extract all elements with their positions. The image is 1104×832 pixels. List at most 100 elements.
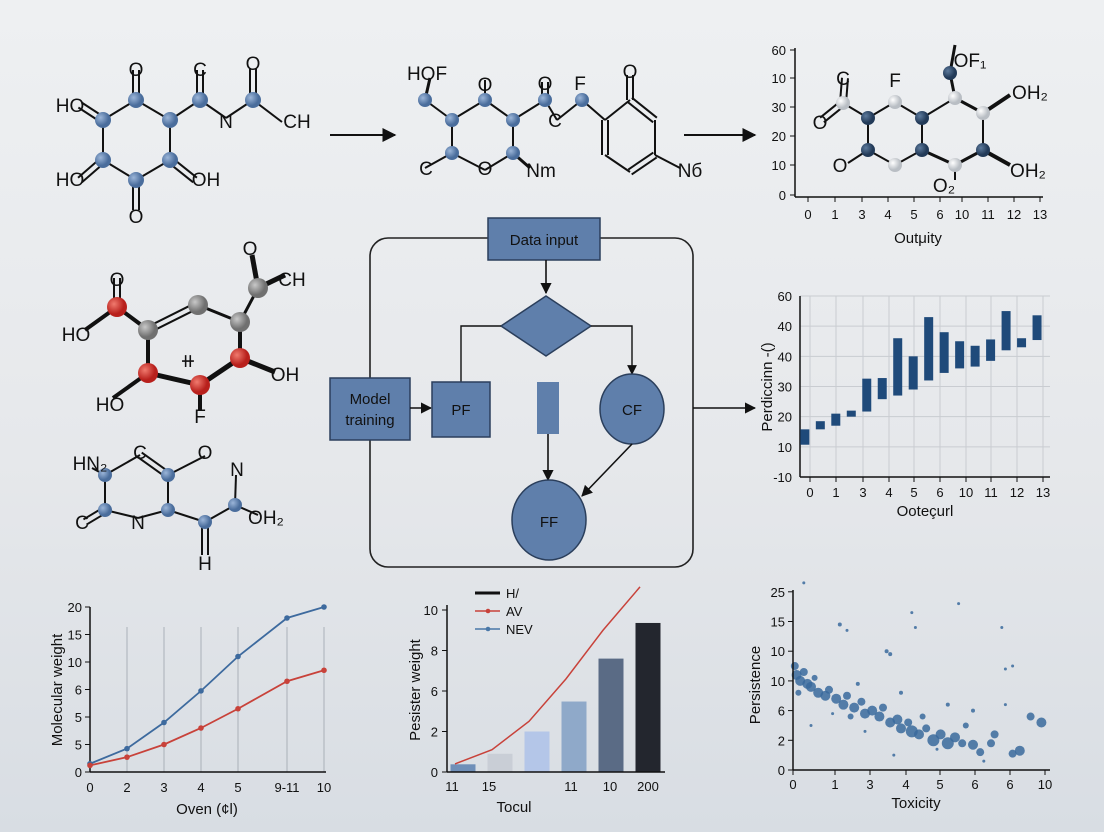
data-point bbox=[235, 653, 241, 660]
atom-label: CH bbox=[278, 270, 305, 291]
atom-label: HO bbox=[56, 170, 85, 191]
atom-label: HO bbox=[56, 96, 85, 117]
data-point bbox=[838, 699, 849, 710]
data-point bbox=[843, 691, 851, 700]
data-point bbox=[831, 712, 835, 716]
y-tick-label: 2 bbox=[778, 733, 785, 748]
atom-label: OH₂ bbox=[1010, 161, 1046, 182]
atom bbox=[445, 146, 459, 160]
x-tick-label: 12 bbox=[1007, 207, 1021, 222]
x-tick-label: 3 bbox=[160, 780, 167, 795]
atom-label: O bbox=[478, 159, 493, 180]
atom bbox=[98, 468, 112, 482]
atom bbox=[162, 112, 178, 128]
atom bbox=[948, 91, 962, 105]
atom-label: N bbox=[230, 460, 244, 481]
x-tick-label: 3 bbox=[866, 777, 873, 792]
data-point bbox=[87, 762, 93, 769]
atom bbox=[915, 143, 929, 157]
data-point bbox=[321, 604, 327, 610]
atom-label: C bbox=[836, 69, 850, 90]
data-point bbox=[1003, 703, 1007, 707]
atom-label: O bbox=[243, 239, 258, 260]
data-point bbox=[1011, 664, 1015, 668]
x-tick-label: 4 bbox=[197, 780, 204, 795]
box bbox=[815, 421, 825, 430]
x-tick-label: 5 bbox=[234, 780, 241, 795]
line-chart: 0 5 5 6 10 15 20 0 2 3 4 5 9-11 10 Oven (¢l) Molecular … bbox=[49, 600, 331, 818]
atom-label: OH₂ bbox=[1012, 83, 1048, 104]
bar bbox=[524, 731, 550, 772]
data-point bbox=[321, 667, 327, 674]
y-tick-label: 15 bbox=[771, 615, 785, 630]
atom bbox=[915, 111, 929, 125]
bar bbox=[561, 701, 587, 772]
box bbox=[846, 410, 856, 417]
y-tick-label: 10 bbox=[424, 603, 438, 618]
data-point bbox=[904, 718, 913, 727]
atom-label: HO bbox=[62, 325, 91, 346]
y-tick-label: 0 bbox=[779, 188, 786, 203]
data-point bbox=[879, 703, 887, 712]
y-axis-label: Molecular weight bbox=[49, 633, 66, 746]
atom-label: O bbox=[246, 54, 261, 75]
box bbox=[924, 317, 934, 381]
cf-label: CF bbox=[622, 402, 642, 419]
box bbox=[862, 378, 872, 412]
atom bbox=[188, 295, 208, 315]
double-bond bbox=[631, 96, 658, 119]
atom-label: N bbox=[131, 513, 145, 534]
data-point bbox=[888, 652, 893, 657]
data-point bbox=[896, 723, 906, 734]
box bbox=[800, 429, 810, 445]
data-point bbox=[1000, 625, 1004, 629]
x-tick-label: 11 bbox=[981, 207, 995, 222]
double-bond bbox=[627, 101, 654, 124]
y-axis-label: Persistence bbox=[747, 646, 764, 724]
atom-label: C bbox=[193, 60, 207, 81]
x-tick-label: 3 bbox=[858, 207, 865, 222]
y-tick-label: 10 bbox=[68, 655, 82, 670]
y-tick-label: 6 bbox=[431, 684, 438, 699]
y-tick-label: 20 bbox=[68, 600, 82, 615]
x-tick-label: 6 bbox=[936, 485, 943, 500]
y-tick-label: 10 bbox=[771, 674, 785, 689]
atom-label: O bbox=[833, 156, 848, 177]
data-point bbox=[161, 719, 167, 726]
legend-label: AV bbox=[506, 604, 523, 619]
box bbox=[955, 341, 965, 369]
atom-label: O bbox=[623, 62, 638, 83]
scatter-chart: 0 2 6 10 10 15 25 0 1 3 4 5 6 6 10 Toxicity Persistence bbox=[747, 581, 1052, 812]
y-tick-label: 40 bbox=[778, 319, 792, 334]
y-axis-label: Perdiccinn -() bbox=[759, 342, 776, 431]
atom bbox=[190, 375, 210, 395]
y-tick-label: 60 bbox=[778, 289, 792, 304]
data-point bbox=[892, 714, 903, 725]
data-point bbox=[284, 615, 290, 621]
x-tick-label: 13 bbox=[1033, 207, 1047, 222]
atom-label: C bbox=[133, 443, 147, 464]
box bbox=[1001, 311, 1011, 351]
data-point bbox=[1026, 712, 1035, 721]
data-point bbox=[874, 711, 885, 722]
y-tick-label: -10 bbox=[773, 470, 792, 485]
x-tick-label: 10 bbox=[603, 779, 617, 794]
molecule-m5: C F OF₁ O OH₂ O OH₂ O₂ bbox=[813, 44, 1048, 197]
process-bar bbox=[537, 382, 559, 434]
flow-arrow bbox=[581, 443, 633, 497]
x-axis-label: Outμity bbox=[894, 230, 942, 247]
x-axis-label: Tocul bbox=[496, 799, 531, 816]
atom-label: O bbox=[198, 443, 213, 464]
atom-label: Nm bbox=[526, 161, 556, 182]
x-tick-label: 5 bbox=[910, 485, 917, 500]
data-point bbox=[941, 737, 954, 750]
data-point bbox=[837, 622, 842, 627]
atom bbox=[228, 498, 242, 512]
data-point bbox=[809, 723, 813, 727]
atom-label: N bbox=[219, 112, 233, 133]
atom bbox=[538, 93, 552, 107]
atom bbox=[445, 113, 459, 127]
